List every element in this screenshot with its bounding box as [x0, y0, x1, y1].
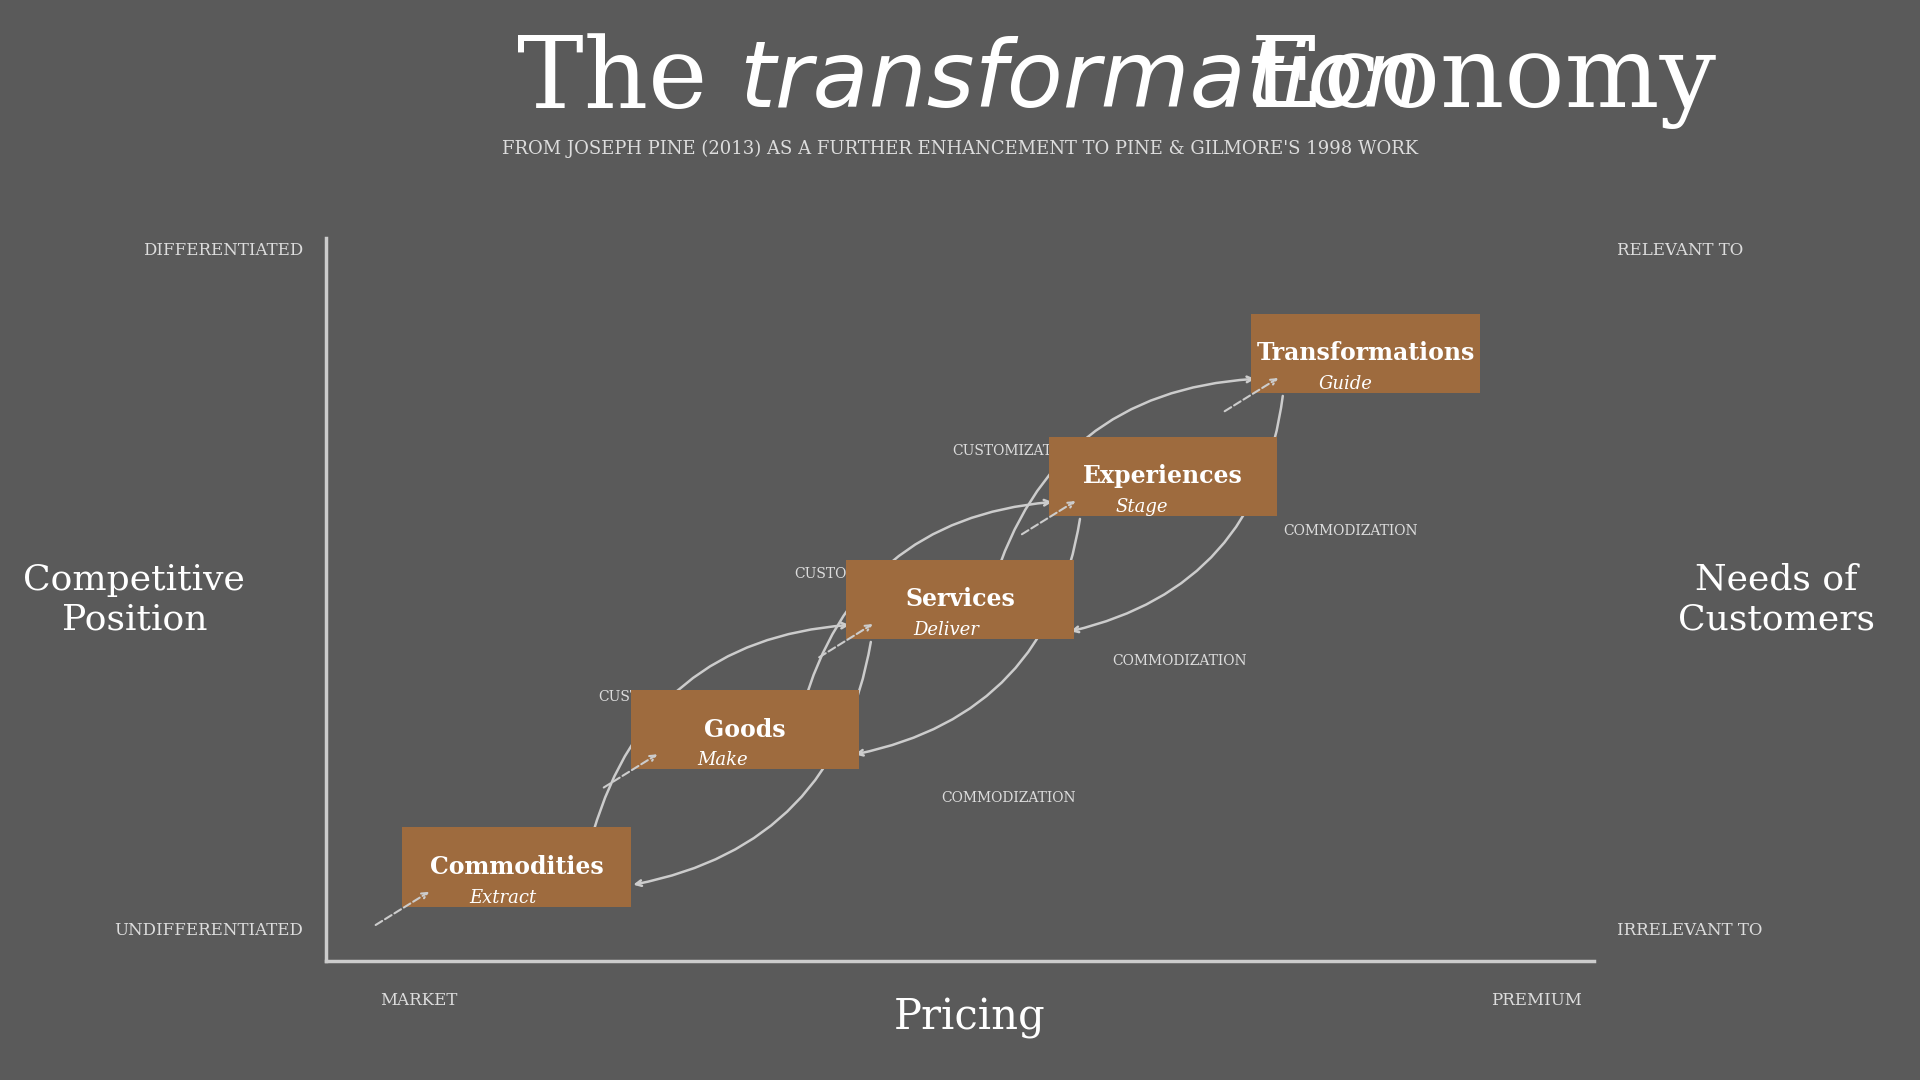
Text: CUSTOMIZATION: CUSTOMIZATION — [795, 567, 924, 581]
Text: CUSTOMIZATION: CUSTOMIZATION — [597, 690, 726, 704]
Text: transformation: transformation — [739, 36, 1421, 126]
Text: CUSTOMIZATION: CUSTOMIZATION — [952, 444, 1081, 458]
Text: COMMODIZATION: COMMODIZATION — [941, 792, 1075, 806]
Text: Guide: Guide — [1319, 375, 1373, 393]
Text: Transformations: Transformations — [1256, 341, 1475, 365]
Text: FROM JOSEPH PINE (2013) AS A FURTHER ENHANCEMENT TO PINE & GILMORE'S 1998 WORK: FROM JOSEPH PINE (2013) AS A FURTHER ENH… — [501, 140, 1419, 158]
FancyBboxPatch shape — [847, 559, 1073, 639]
Text: Commodities: Commodities — [430, 855, 603, 879]
Text: PREMIUM: PREMIUM — [1490, 991, 1582, 1009]
Text: IRRELEVANT TO: IRRELEVANT TO — [1617, 922, 1763, 940]
Text: DIFFERENTIATED: DIFFERENTIATED — [144, 242, 303, 259]
Text: Deliver: Deliver — [914, 621, 979, 638]
FancyBboxPatch shape — [1048, 436, 1277, 516]
Text: Pricing: Pricing — [893, 998, 1046, 1039]
Text: Economy: Economy — [1219, 33, 1716, 129]
FancyBboxPatch shape — [630, 690, 858, 769]
Text: RELEVANT TO: RELEVANT TO — [1617, 242, 1743, 259]
Text: MARKET: MARKET — [380, 991, 457, 1009]
Text: Stage: Stage — [1116, 498, 1169, 516]
Text: COMMODIZATION: COMMODIZATION — [1112, 653, 1246, 667]
Text: The: The — [516, 33, 739, 129]
FancyBboxPatch shape — [403, 827, 630, 907]
Text: Goods: Goods — [705, 717, 785, 742]
Text: Competitive
Position: Competitive Position — [23, 563, 246, 636]
FancyBboxPatch shape — [1252, 313, 1480, 393]
Text: Make: Make — [697, 751, 749, 769]
Text: Extract: Extract — [470, 889, 538, 906]
Text: Services: Services — [904, 588, 1016, 611]
Text: Needs of
Customers: Needs of Customers — [1678, 563, 1874, 636]
Text: COMMODIZATION: COMMODIZATION — [1283, 524, 1417, 538]
Text: Experiences: Experiences — [1083, 464, 1242, 488]
Text: UNDIFFERENTIATED: UNDIFFERENTIATED — [115, 922, 303, 940]
